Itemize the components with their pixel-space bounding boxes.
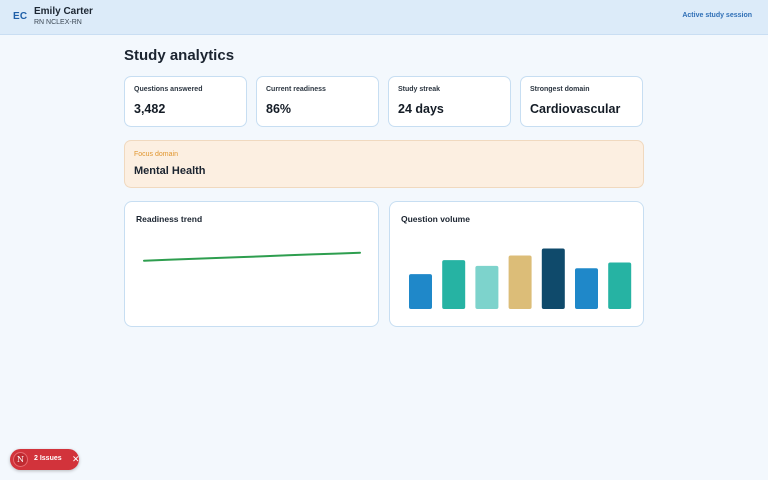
stat-card-questions-answered: Questions answered 3,482 [124, 76, 247, 127]
focus-domain-value: Mental Health [134, 165, 206, 177]
focus-domain-card: Focus domain Mental Health [124, 140, 644, 188]
focus-domain-label: Focus domain [134, 151, 178, 158]
question-volume-card: Question volume [389, 201, 644, 327]
stat-card-study-streak: Study streak 24 days [388, 76, 511, 127]
readiness-trend-chart [143, 251, 361, 262]
readiness-trend-line [143, 251, 361, 262]
stat-value: 3,482 [134, 102, 166, 116]
stat-label: Strongest domain [530, 86, 590, 93]
bar-1 [409, 274, 432, 309]
stat-label: Study streak [398, 86, 441, 93]
session-status: Active study session [682, 12, 752, 19]
stat-card-strongest-domain: Strongest domain Cardiovascular [520, 76, 643, 127]
chart-title: Readiness trend [136, 214, 203, 224]
avatar[interactable]: EC [13, 11, 28, 22]
question-volume-chart [409, 248, 632, 309]
stat-value: Cardiovascular [530, 102, 621, 116]
bar-4 [508, 255, 532, 309]
stat-card-current-readiness: Current readiness 86% [256, 76, 379, 127]
bar-5 [541, 248, 565, 309]
bar-6 [575, 268, 598, 309]
stat-label: Questions answered [134, 86, 203, 93]
stat-value: 86% [266, 102, 292, 116]
n-logo-icon: N [13, 452, 28, 467]
issues-button[interactable]: N 2 Issues ✕ [10, 449, 80, 470]
user-name: Emily Carter [34, 6, 93, 17]
stat-label: Current readiness [266, 86, 326, 93]
bar-2 [442, 260, 466, 309]
bar-3 [475, 265, 499, 309]
chart-title: Question volume [401, 214, 470, 224]
page-title: Study analytics [124, 47, 235, 64]
issues-label: 2 Issues [34, 455, 62, 462]
bar-7 [608, 262, 632, 309]
top-bar: EC Emily Carter RN NCLEX-RN Active study… [0, 0, 768, 35]
stat-value: 24 days [398, 102, 444, 116]
user-credentials: RN NCLEX-RN [34, 19, 82, 26]
readiness-trend-card: Readiness trend [124, 201, 379, 327]
close-icon[interactable]: ✕ [72, 454, 80, 464]
